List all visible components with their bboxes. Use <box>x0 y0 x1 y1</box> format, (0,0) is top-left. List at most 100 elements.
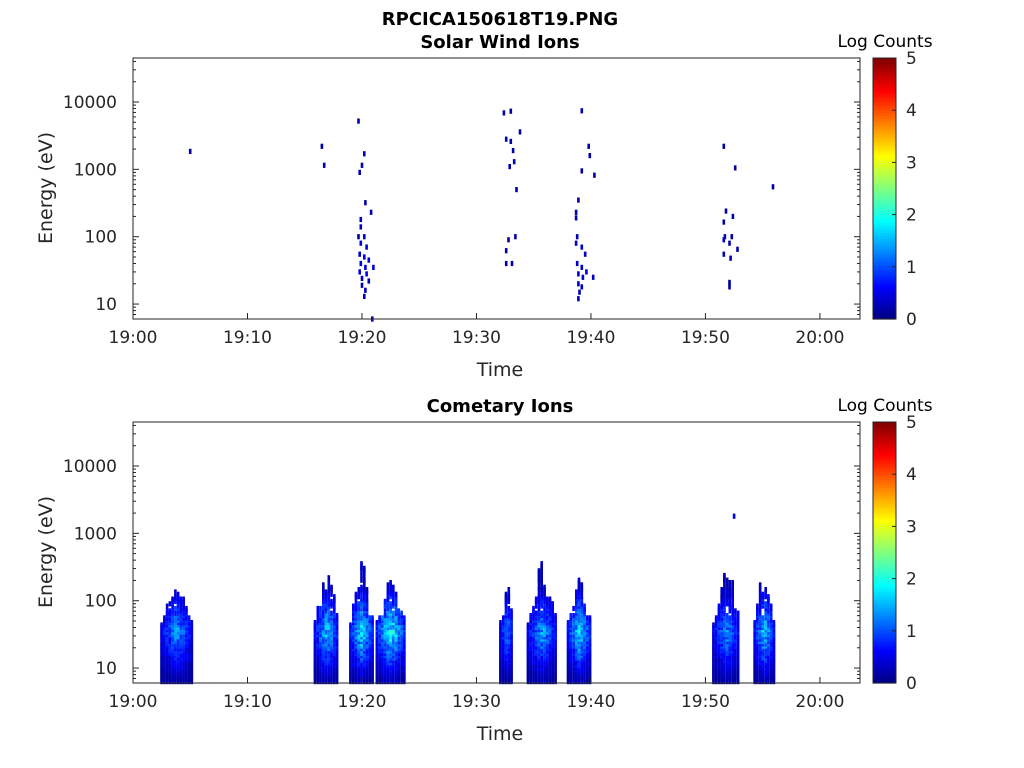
heatmap-cell <box>720 603 723 609</box>
heatmap-cell <box>767 615 770 621</box>
heatmap-cell <box>392 610 395 616</box>
heatmap-cell <box>352 603 355 609</box>
x-tick-label: 19:30 <box>452 328 501 348</box>
heatmap-cell <box>508 164 511 170</box>
heatmap-cell <box>540 610 543 616</box>
heatmap-cell <box>551 605 554 612</box>
y-tick-label: 10 <box>95 295 117 315</box>
heatmap-cell <box>185 605 188 612</box>
heatmap-cell <box>174 610 177 616</box>
colorbar-tick-label: 3 <box>906 153 917 173</box>
heatmap-cell <box>357 605 361 612</box>
heatmap-cell <box>720 613 723 619</box>
heatmap-cell <box>360 282 364 288</box>
heatmap-cell <box>728 279 731 285</box>
heatmap-cell <box>720 591 723 597</box>
plot-frame <box>132 421 861 684</box>
heatmap-cell <box>736 610 740 616</box>
y-axis-label: Energy (eV) <box>35 132 57 244</box>
colorbar-tick-label: 3 <box>906 517 917 537</box>
heatmap-cell <box>534 596 538 602</box>
heatmap-cell <box>168 608 172 614</box>
panel-cometary-ions: Cometary Ions 19:00 19:10 19:20 19:30 19:40 1… <box>35 396 933 745</box>
heatmap-cells <box>188 108 775 322</box>
heatmap-cell <box>507 605 511 612</box>
heatmap-cell <box>168 601 172 607</box>
heatmap-cell <box>165 608 169 614</box>
heatmap-cell <box>322 603 325 609</box>
colorbar-label: Log Counts <box>837 32 932 52</box>
heatmap-cell <box>712 622 715 628</box>
heatmap-cell <box>360 584 363 590</box>
heatmap-cell <box>330 598 333 604</box>
heatmap-cell <box>333 594 336 600</box>
heatmap-cell <box>511 148 515 154</box>
heatmap-cell <box>360 275 364 281</box>
heatmap-cell <box>365 587 369 593</box>
x-tick-label: 19:40 <box>566 328 615 348</box>
heatmap-cell <box>507 587 511 593</box>
heatmap-cell <box>510 260 514 267</box>
colorbar-label: Log Counts <box>837 396 932 416</box>
heatmap-cell <box>367 257 371 263</box>
heatmap-cell <box>764 601 767 607</box>
y-tick-label: 10000 <box>63 457 117 477</box>
heatmap-cell <box>548 596 552 602</box>
heatmap-cell <box>360 610 363 616</box>
heatmap-cell <box>537 591 541 597</box>
heatmap-cell <box>327 608 331 614</box>
colorbar-tick-label: 5 <box>906 413 917 433</box>
heatmap-cell <box>537 605 541 612</box>
heatmap-cell <box>179 613 183 619</box>
heatmap-cell <box>357 613 361 619</box>
heatmap-cell <box>363 293 366 299</box>
heatmap-cell <box>725 589 729 595</box>
heatmap-cell <box>593 172 596 178</box>
heatmap-cell <box>585 269 588 275</box>
heatmap-cell <box>733 165 737 171</box>
heatmap-cell <box>363 575 366 581</box>
heatmap-cell <box>360 594 363 600</box>
heatmap-cell <box>764 610 767 616</box>
heatmap-cell <box>732 513 736 519</box>
heatmap-cell <box>386 587 390 593</box>
heatmap-cell <box>335 613 339 619</box>
heatmap-cell <box>389 580 392 586</box>
heatmap-cell <box>324 589 328 595</box>
panel-solar-wind-ions: Solar Wind Ions 19:00 19:10 19:20 19:30 19:4… <box>35 32 933 381</box>
heatmap-cell <box>378 615 381 621</box>
heatmap-cell <box>163 615 166 621</box>
heatmap-cell <box>577 271 580 277</box>
heatmap-cell <box>507 591 511 597</box>
heatmap-cell <box>187 615 191 621</box>
heatmap-cell <box>369 209 373 215</box>
heatmap-cell <box>771 184 775 190</box>
heatmap-cell <box>588 615 592 621</box>
heatmap-cell <box>372 264 375 270</box>
heatmap-cell <box>381 615 384 621</box>
heatmap-cell <box>364 200 367 206</box>
heatmap-cell <box>394 591 398 597</box>
heatmap-cell <box>580 244 584 250</box>
heatmap-cell <box>499 620 502 626</box>
heatmap-cell <box>534 610 538 616</box>
colorbar-tick-label: 2 <box>906 206 917 226</box>
heatmap-cell <box>756 603 759 609</box>
heatmap-cell <box>580 594 584 600</box>
heatmap-cell <box>330 610 333 616</box>
heatmap-cell <box>359 240 363 246</box>
heatmap-cell <box>728 580 732 586</box>
heatmap-cell <box>176 591 180 597</box>
x-tick-label: 19:30 <box>452 692 501 712</box>
heatmap-cell <box>363 151 366 157</box>
heatmap-cell <box>363 254 366 260</box>
heatmap-cell <box>588 153 592 159</box>
heatmap-cell <box>731 610 734 616</box>
figure-title: RPCICA150618T19.PNG <box>382 9 618 30</box>
heatmap-cell <box>574 240 578 246</box>
heatmap-cell <box>720 587 723 593</box>
heatmap-cell <box>725 613 729 619</box>
heatmap-cell <box>365 596 369 602</box>
heatmap-cell <box>537 584 541 590</box>
